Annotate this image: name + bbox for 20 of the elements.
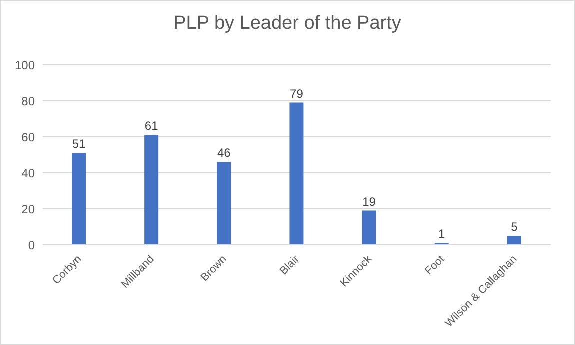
data-label: 61: [144, 119, 159, 134]
chart-title: PLP by Leader of the Party: [172, 13, 402, 35]
bar: [507, 236, 522, 245]
y-tick-label: 0: [28, 238, 36, 252]
bar: [144, 135, 159, 245]
y-tick-label: 40: [22, 166, 36, 180]
data-label: 51: [72, 137, 86, 152]
bar: [72, 153, 86, 245]
data-label: 46: [217, 146, 232, 160]
y-tick-label: 80: [22, 94, 36, 108]
bar: [290, 102, 304, 245]
y-tick-label: 20: [22, 202, 36, 216]
bar: [362, 210, 376, 245]
data-label: 5: [511, 220, 518, 234]
y-tick-label: 60: [22, 130, 36, 144]
data-label: 1: [438, 227, 446, 242]
data-label: 79: [290, 86, 304, 101]
bar: [217, 162, 232, 245]
data-label: 19: [362, 194, 376, 209]
y-tick-label: 100: [14, 58, 36, 72]
